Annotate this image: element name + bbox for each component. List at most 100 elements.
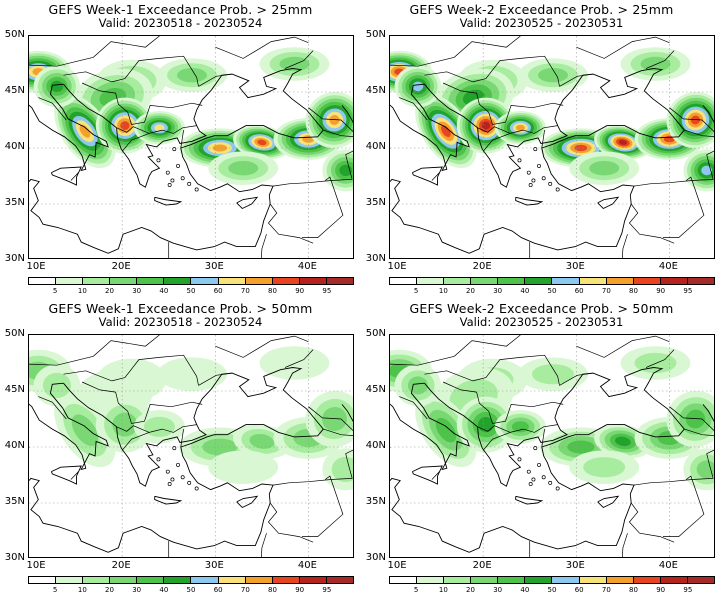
country-border: [576, 36, 670, 59]
colorbar-swatch: [299, 577, 327, 583]
country-border: [323, 129, 353, 137]
colorbar-swatch: [471, 278, 499, 284]
country-border: [38, 396, 67, 420]
colorbar-label: 70: [601, 287, 611, 295]
country-border: [424, 354, 560, 386]
colorbar-swatch: [137, 278, 165, 284]
colorbar-swatch: [660, 577, 688, 583]
colorbar-label: 90: [656, 586, 666, 594]
colorbar-swatch: [218, 278, 246, 284]
borders: [29, 36, 353, 258]
coastlines: [390, 68, 714, 254]
colorbar-swatch: [579, 278, 607, 284]
colorbar-label: 40: [520, 287, 530, 295]
island: [528, 183, 533, 187]
probability-contour: [441, 125, 451, 138]
colorbar-swatch: [687, 577, 714, 583]
colorbar-swatch: [326, 577, 353, 583]
island: [187, 480, 192, 485]
island: [172, 147, 177, 152]
country-border: [622, 533, 628, 557]
coastline: [341, 404, 353, 422]
country-border: [81, 82, 203, 125]
colorbar-swatch: [56, 577, 84, 583]
probability-contour: [71, 414, 99, 447]
probability-contour: [339, 164, 353, 177]
island: [194, 486, 199, 491]
country-border: [29, 36, 160, 67]
country-border: [70, 172, 79, 181]
country-border: [345, 449, 353, 479]
coastline: [702, 404, 714, 422]
latitude-label: 45N: [365, 85, 386, 96]
latitude-label: 40N: [365, 141, 386, 152]
country-border: [284, 349, 314, 368]
colorbar-label: 80: [629, 287, 638, 295]
country-border: [121, 133, 150, 152]
colorbar-swatch: [29, 577, 57, 583]
colorbar-swatch: [299, 278, 327, 284]
longitude-label: 10E: [387, 560, 407, 571]
latitude-label: 45N: [4, 85, 25, 96]
country-border: [645, 50, 675, 69]
island: [517, 457, 522, 462]
country-border: [81, 381, 203, 424]
coastline: [29, 68, 324, 254]
map-area: [28, 35, 354, 259]
probability-field: [390, 47, 714, 192]
colorbar-label: 80: [268, 586, 277, 594]
colorbar-label: 30: [132, 586, 142, 594]
probability-contour: [567, 440, 595, 454]
colorbar-label: 50: [186, 586, 196, 594]
country-border: [267, 502, 314, 543]
probability-contour: [481, 121, 491, 130]
probability-contour: [249, 433, 275, 449]
country-border: [63, 55, 199, 87]
colorbar-label: 20: [466, 287, 475, 295]
country-border: [633, 478, 714, 486]
country-border: [706, 150, 714, 180]
coastline: [390, 68, 685, 254]
country-border: [477, 125, 558, 134]
colorbar-swatch: [83, 577, 111, 583]
colorbar-label: 20: [105, 287, 114, 295]
colorbar-swatch: [579, 577, 607, 583]
island: [187, 181, 192, 186]
colorbar-label: 90: [295, 287, 305, 295]
country-border: [559, 372, 594, 386]
colorbar-label: 50: [186, 287, 196, 295]
panel-title: GEFS Week-1 Exceedance Prob. > 25mm: [48, 2, 313, 17]
island: [533, 446, 538, 451]
country-border: [323, 428, 353, 436]
probability-contour: [690, 115, 701, 125]
coastline: [390, 367, 685, 553]
country-border: [38, 97, 67, 121]
colorbar-swatch: [56, 278, 84, 284]
colorbar: [28, 576, 354, 584]
latitude-label: 30N: [4, 552, 25, 563]
colorbar-label: 20: [466, 586, 475, 594]
colorbar-swatch: [245, 278, 273, 284]
colorbar-swatch: [444, 577, 472, 583]
map-area: [389, 334, 715, 558]
probability-contour: [331, 456, 353, 482]
panel-valid-dates: Valid: 20230525 - 20230531: [459, 16, 624, 30]
coastline: [50, 166, 82, 186]
colorbar-label: 20: [105, 586, 114, 594]
colorbar-label: 60: [574, 586, 584, 594]
map-area: [389, 35, 715, 259]
colorbar-swatch: [471, 577, 499, 583]
latitude-label: 35N: [4, 496, 25, 507]
probability-contour: [202, 438, 238, 456]
probability-contour: [407, 376, 428, 395]
panel-title: GEFS Week-2 Exceedance Prob. > 25mm: [409, 2, 674, 17]
island: [170, 178, 175, 183]
latitude-label: 35N: [4, 197, 25, 208]
island: [165, 170, 170, 175]
colorbar-label: 30: [132, 287, 142, 295]
island: [180, 475, 185, 480]
country-border: [272, 179, 353, 187]
graticule: [390, 36, 714, 258]
coastline: [411, 166, 443, 186]
latitude-label: 40N: [4, 141, 25, 152]
